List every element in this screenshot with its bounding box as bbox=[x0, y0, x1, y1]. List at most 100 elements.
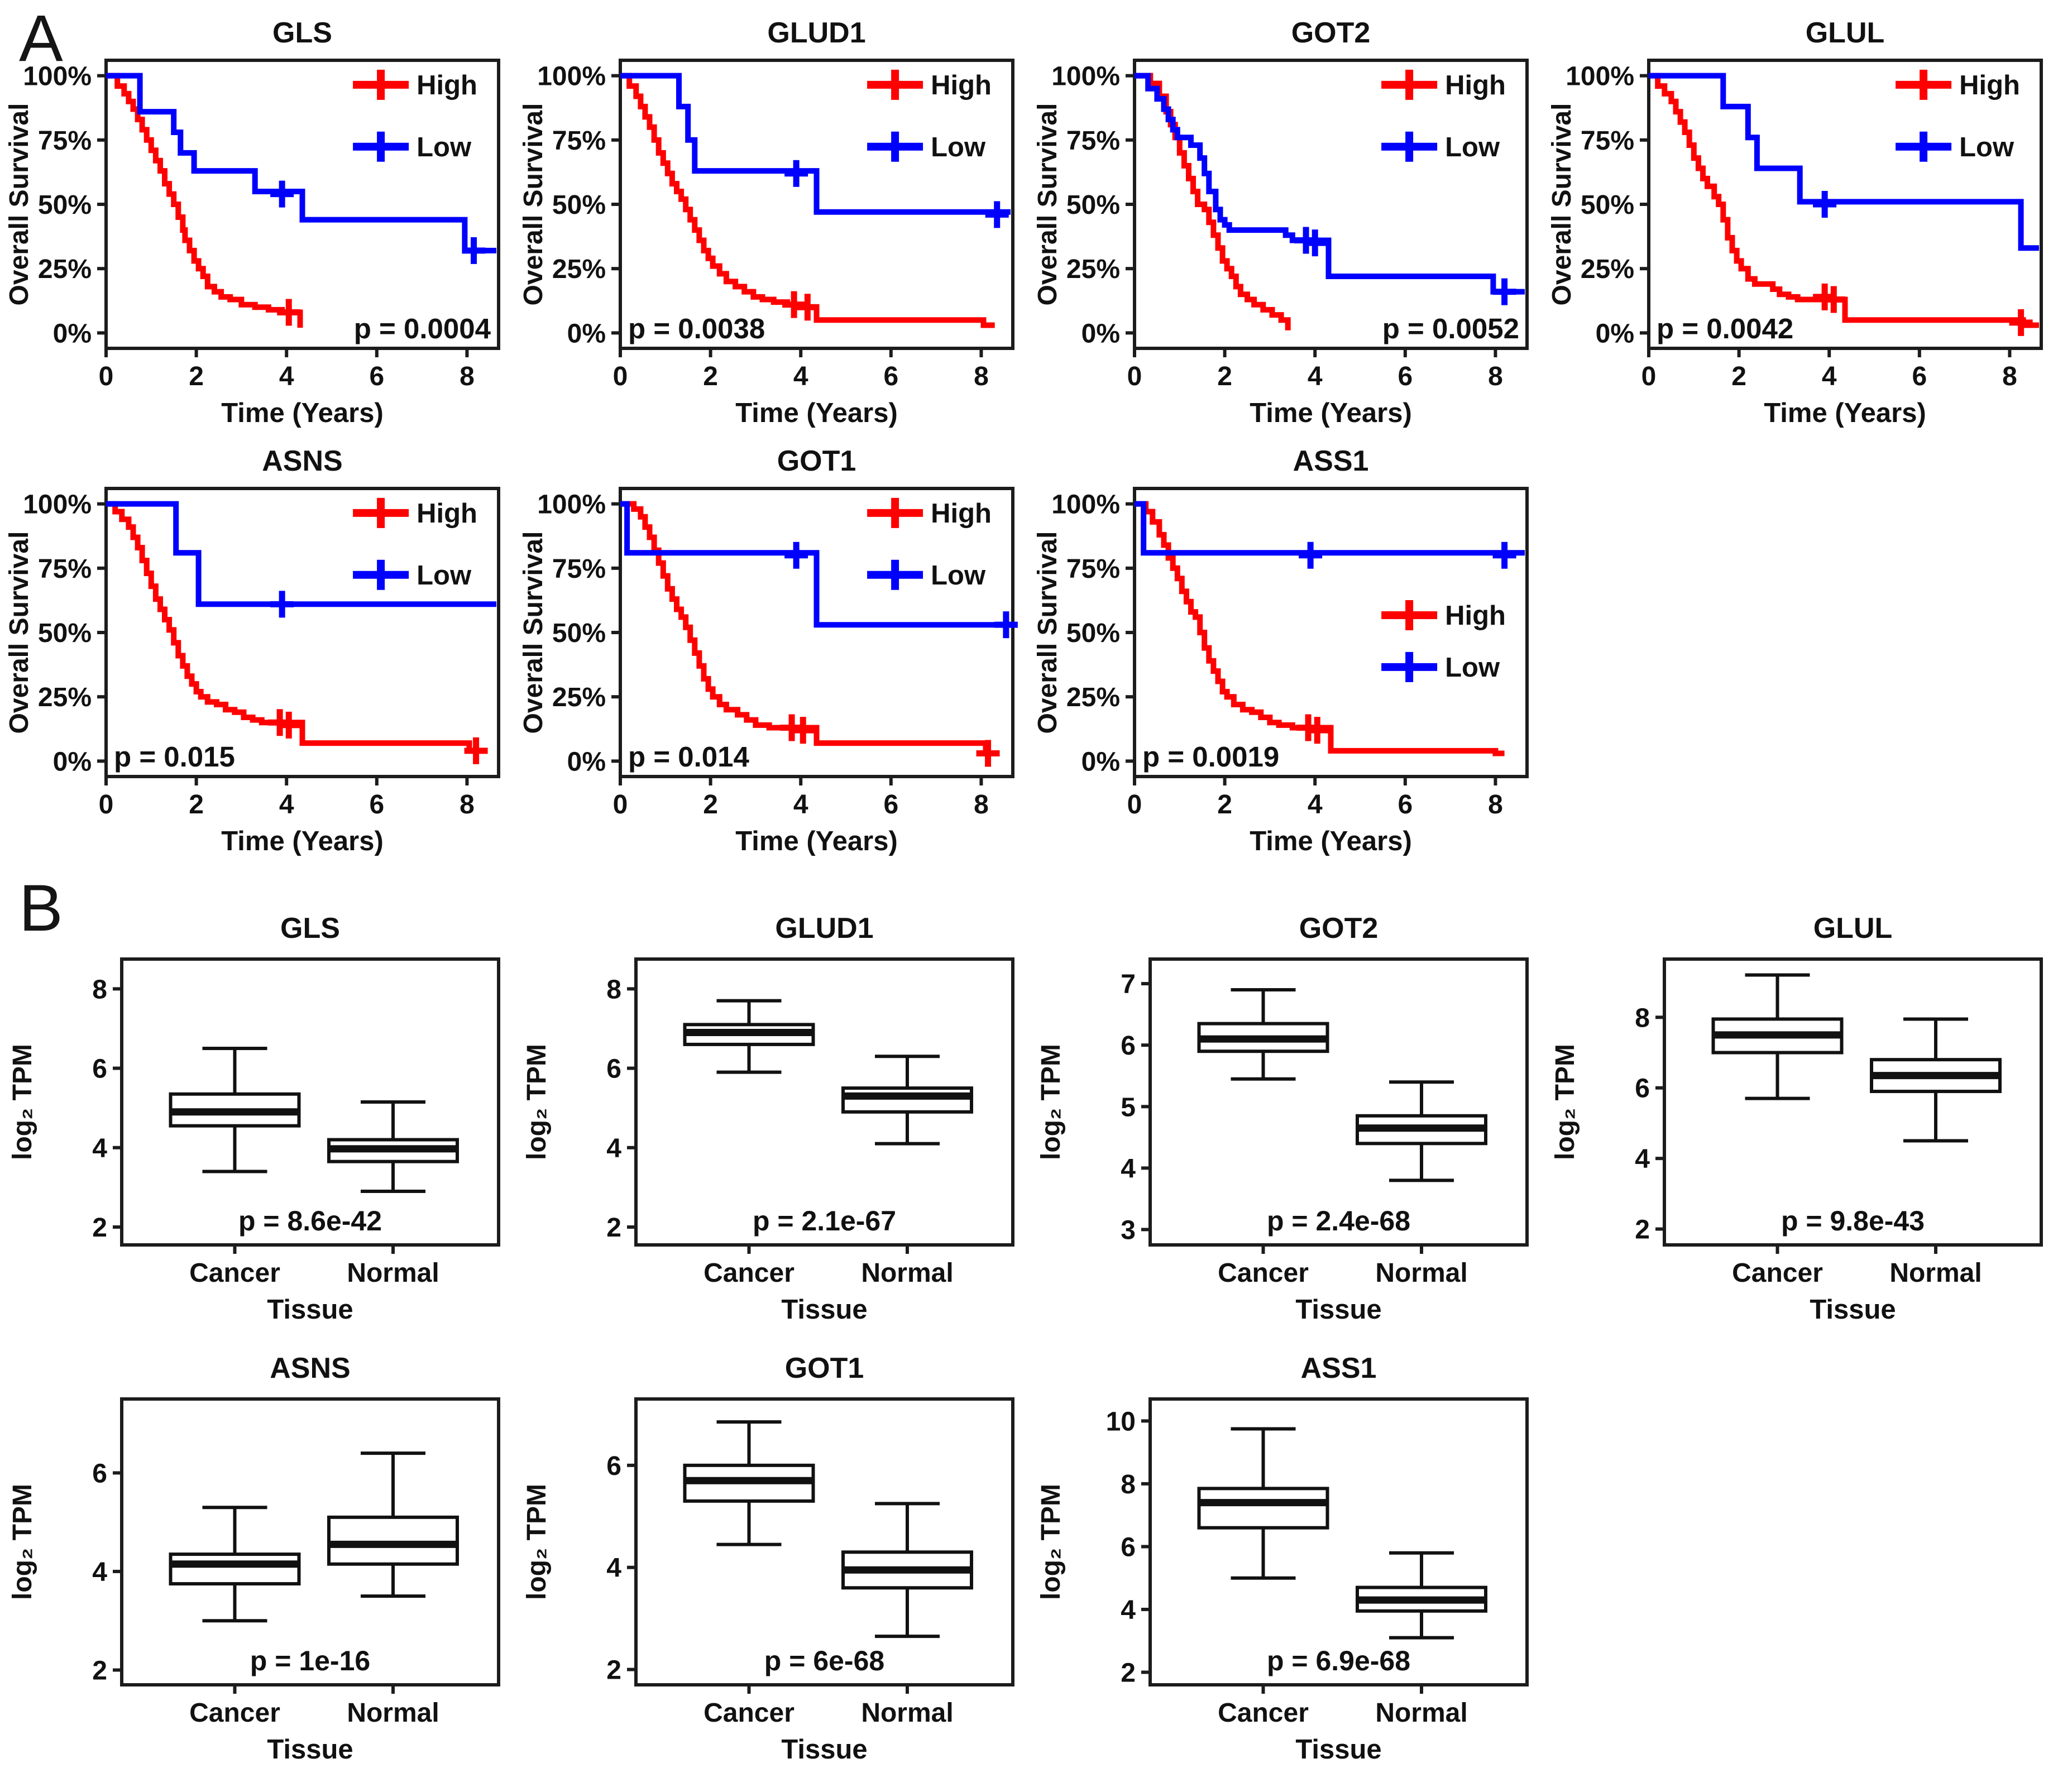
svg-text:Normal: Normal bbox=[347, 1258, 439, 1288]
km-plot-row-2: ASNS 0% 25% 50% 75% 100% 0 2 4 6 8 Time (Years) Over… bbox=[0, 444, 1543, 872]
svg-text:8: 8 bbox=[606, 975, 621, 1004]
svg-text:0: 0 bbox=[99, 362, 114, 391]
svg-text:GOT1: GOT1 bbox=[785, 1352, 864, 1384]
svg-text:75%: 75% bbox=[38, 554, 92, 584]
svg-text:Cancer: Cancer bbox=[1218, 1258, 1309, 1288]
svg-text:6: 6 bbox=[1635, 1074, 1650, 1104]
svg-text:6: 6 bbox=[369, 362, 384, 391]
svg-text:Tissue: Tissue bbox=[781, 1295, 867, 1325]
svg-text:Cancer: Cancer bbox=[703, 1698, 795, 1728]
svg-text:2: 2 bbox=[703, 790, 718, 820]
svg-text:Tissue: Tissue bbox=[781, 1734, 867, 1765]
km-plot-gls: GLS 0% 25% 50% 75% 100% 0 2 4 6 8 Time (Years) Overa… bbox=[4, 17, 500, 428]
svg-text:Tissue: Tissue bbox=[267, 1734, 353, 1765]
svg-text:2: 2 bbox=[189, 362, 204, 391]
svg-text:p = 0.014: p = 0.014 bbox=[628, 741, 750, 773]
svg-text:Overall Survival: Overall Survival bbox=[519, 103, 548, 306]
svg-text:10: 10 bbox=[1106, 1407, 1136, 1436]
svg-text:ASNS: ASNS bbox=[262, 445, 342, 477]
km-plot-got1: GOT1 0% 25% 50% 75% 100% 0 2 4 6 8 Time (Years) Over… bbox=[519, 445, 1018, 856]
svg-text:GLUL: GLUL bbox=[1806, 17, 1885, 49]
svg-text:6: 6 bbox=[1397, 362, 1413, 391]
svg-text:0%: 0% bbox=[567, 747, 606, 777]
km-plot-glul: GLUL 0% 25% 50% 75% 100% 0 2 4 6 8 Time (Years) Over… bbox=[1547, 17, 2043, 428]
svg-text:8: 8 bbox=[1488, 362, 1503, 391]
svg-text:75%: 75% bbox=[1066, 126, 1120, 156]
svg-text:0%: 0% bbox=[567, 319, 606, 348]
svg-text:25%: 25% bbox=[1581, 255, 1634, 284]
svg-text:High: High bbox=[417, 499, 477, 529]
svg-text:100%: 100% bbox=[537, 490, 606, 520]
svg-text:p = 0.015: p = 0.015 bbox=[114, 741, 235, 773]
svg-text:Normal: Normal bbox=[861, 1258, 953, 1288]
svg-text:log₂ TPM: log₂ TPM bbox=[1036, 1484, 1066, 1600]
svg-text:4: 4 bbox=[279, 790, 294, 820]
svg-text:Overall Survival: Overall Survival bbox=[519, 531, 548, 734]
svg-text:0: 0 bbox=[613, 362, 628, 391]
svg-text:log₂ TPM: log₂ TPM bbox=[1036, 1044, 1066, 1160]
svg-text:2: 2 bbox=[606, 1656, 621, 1685]
svg-text:Low: Low bbox=[1445, 653, 1500, 683]
svg-text:High: High bbox=[1445, 70, 1506, 100]
svg-text:8: 8 bbox=[460, 362, 475, 391]
svg-text:0%: 0% bbox=[53, 319, 92, 348]
svg-text:50%: 50% bbox=[1066, 190, 1120, 220]
svg-text:8: 8 bbox=[2002, 362, 2017, 391]
svg-text:Low: Low bbox=[417, 560, 472, 591]
svg-text:GOT2: GOT2 bbox=[1291, 17, 1371, 49]
svg-text:p = 0.0038: p = 0.0038 bbox=[628, 313, 765, 344]
svg-text:2: 2 bbox=[703, 362, 718, 391]
svg-text:100%: 100% bbox=[23, 490, 92, 520]
svg-text:Normal: Normal bbox=[347, 1698, 439, 1728]
svg-text:p = 1e-16: p = 1e-16 bbox=[250, 1645, 370, 1676]
svg-text:6: 6 bbox=[1121, 1031, 1136, 1061]
svg-text:GLUD1: GLUD1 bbox=[775, 912, 873, 945]
svg-text:ASS1: ASS1 bbox=[1293, 445, 1369, 477]
svg-text:High: High bbox=[1445, 601, 1506, 631]
svg-text:Tissue: Tissue bbox=[1295, 1295, 1381, 1325]
svg-text:High: High bbox=[931, 70, 992, 100]
svg-text:25%: 25% bbox=[552, 255, 606, 284]
svg-text:6: 6 bbox=[1121, 1532, 1136, 1562]
svg-text:25%: 25% bbox=[552, 683, 606, 712]
svg-text:Low: Low bbox=[931, 560, 986, 591]
svg-text:Cancer: Cancer bbox=[189, 1698, 280, 1728]
svg-text:6: 6 bbox=[606, 1451, 621, 1481]
svg-text:75%: 75% bbox=[552, 126, 606, 156]
panel-a-label: A bbox=[19, 2, 63, 75]
svg-text:6: 6 bbox=[883, 362, 898, 391]
svg-text:50%: 50% bbox=[1581, 190, 1634, 220]
svg-text:p = 0.0019: p = 0.0019 bbox=[1142, 741, 1279, 773]
box-plot-row-1: GLS 2 4 6 8 Cancer Normal Tissue log₂ TPM p = 8.6… bbox=[0, 910, 2057, 1348]
svg-text:Overall Survival: Overall Survival bbox=[4, 103, 34, 306]
svg-text:4: 4 bbox=[1822, 362, 1837, 391]
svg-text:100%: 100% bbox=[1051, 62, 1120, 92]
svg-text:8: 8 bbox=[974, 362, 989, 391]
svg-text:50%: 50% bbox=[38, 619, 92, 648]
svg-text:Time (Years): Time (Years) bbox=[1764, 398, 1926, 428]
svg-text:Normal: Normal bbox=[1375, 1258, 1467, 1288]
svg-text:0%: 0% bbox=[53, 747, 92, 777]
svg-text:Time (Years): Time (Years) bbox=[221, 826, 384, 856]
svg-text:log₂ TPM: log₂ TPM bbox=[8, 1484, 37, 1600]
box-plot-glud1: GLUD1 2 4 6 8 Cancer Normal Tissue log₂ TPM p = 2… bbox=[522, 912, 1014, 1325]
svg-text:50%: 50% bbox=[1066, 619, 1120, 648]
svg-text:5: 5 bbox=[1121, 1093, 1136, 1122]
svg-text:High: High bbox=[417, 70, 477, 100]
svg-text:0: 0 bbox=[1127, 362, 1142, 391]
svg-text:GLS: GLS bbox=[272, 17, 332, 49]
svg-text:8: 8 bbox=[92, 975, 107, 1004]
svg-text:Normal: Normal bbox=[1889, 1258, 1982, 1288]
svg-text:2: 2 bbox=[1121, 1658, 1136, 1688]
svg-text:p = 6e-68: p = 6e-68 bbox=[764, 1645, 884, 1676]
svg-text:ASNS: ASNS bbox=[270, 1352, 350, 1384]
svg-text:75%: 75% bbox=[1581, 126, 1634, 156]
svg-text:0%: 0% bbox=[1081, 747, 1120, 777]
svg-text:High: High bbox=[1959, 70, 2020, 100]
svg-text:100%: 100% bbox=[23, 62, 92, 92]
svg-text:75%: 75% bbox=[552, 554, 606, 584]
svg-text:Low: Low bbox=[1959, 132, 2014, 162]
svg-text:log₂ TPM: log₂ TPM bbox=[522, 1044, 552, 1160]
svg-text:4: 4 bbox=[1121, 1154, 1136, 1184]
